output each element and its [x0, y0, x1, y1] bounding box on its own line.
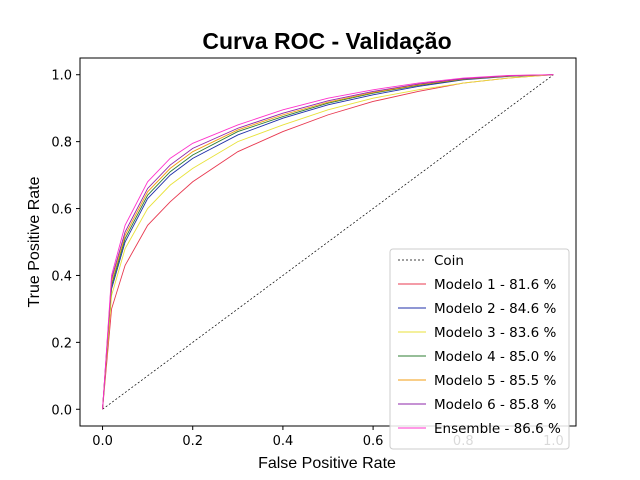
y-axis-label: True Positive Rate	[26, 176, 43, 307]
legend-label: Modelo 1 - 81.6 %	[434, 277, 556, 293]
x-tick-label: 0.0	[92, 434, 113, 449]
series-line-modelo-6-85-8	[102, 74, 554, 410]
y-tick-label: 0.8	[51, 136, 72, 151]
x-tick-label: 0.4	[273, 434, 294, 449]
plot-frame	[79, 57, 577, 427]
y-tick-label: 0.0	[51, 403, 72, 418]
y-tick-label: 0.4	[51, 269, 72, 284]
y-tick-label: 0.6	[51, 203, 72, 218]
chart-title: Curva ROC - Validação	[202, 28, 451, 54]
legend: Coin Modelo 1 - 81.6 % Modelo 2 - 84.6 % Mo…	[389, 248, 570, 450]
legend-label: Modelo 4 - 85.0 %	[434, 349, 556, 365]
legend-box	[389, 248, 570, 450]
legend-label: Ensemble - 86.6 %	[434, 421, 561, 437]
series-line-ensemble-86-6	[102, 74, 554, 410]
x-tick-label: 0.6	[363, 434, 384, 449]
legend-label: Modelo 2 - 84.6 %	[434, 301, 556, 317]
legend-label: Modelo 5 - 85.5 %	[434, 373, 556, 389]
y-tick-label: 1.0	[51, 69, 72, 84]
legend-label: Coin	[434, 253, 464, 269]
x-axis-label: False Positive Rate	[258, 455, 396, 472]
x-tick-label: 0.2	[182, 434, 203, 449]
series-line-modelo-3-83-6	[102, 74, 554, 410]
series-line-coin	[102, 74, 554, 410]
legend-label: Modelo 3 - 83.6 %	[434, 325, 556, 341]
y-tick-label: 0.2	[51, 336, 72, 351]
legend-label: Modelo 6 - 85.8 %	[434, 397, 556, 413]
